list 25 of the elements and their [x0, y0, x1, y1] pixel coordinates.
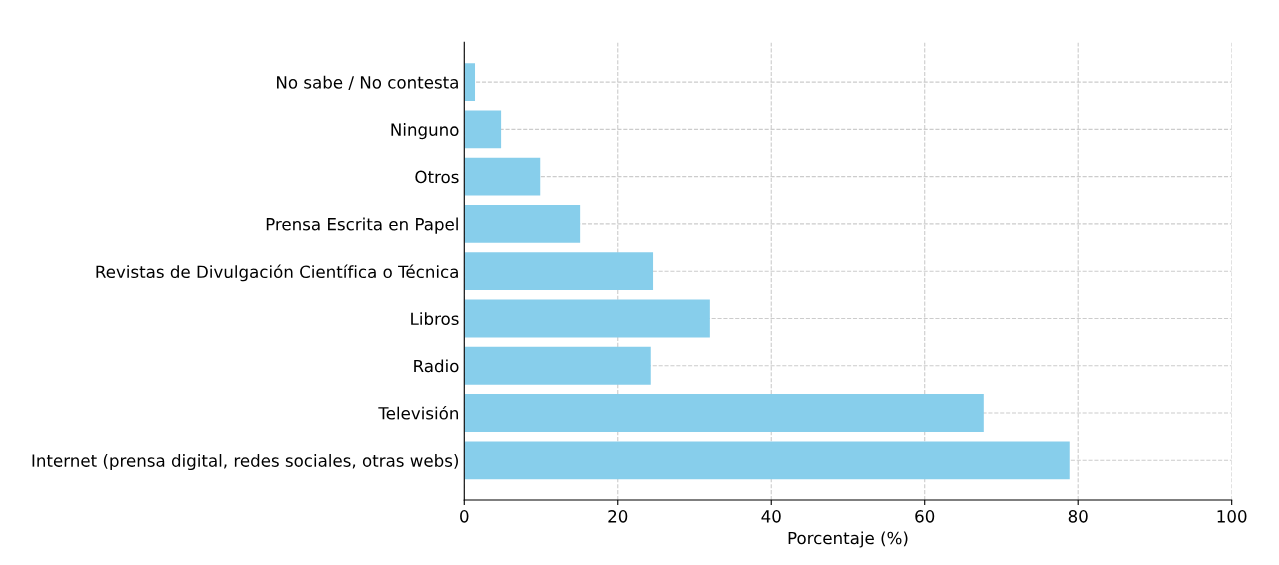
y-tick-label: Televisión [378, 406, 458, 420]
bar [464, 205, 581, 243]
x-tick-label: 40 [761, 510, 781, 523]
bar [464, 299, 710, 338]
x-tick-label: 80 [1068, 510, 1088, 523]
bar [464, 110, 502, 149]
x-tick-label: 20 [608, 510, 628, 523]
y-tick-label: Otros [415, 170, 459, 184]
x-tick-label: 0 [460, 510, 469, 523]
bar [464, 346, 651, 385]
bar [464, 252, 654, 291]
y-tick-label: Internet (prensa digital, redes sociales, otras webs) [32, 453, 458, 471]
x-tick-label: 100 [1217, 510, 1247, 523]
bar [464, 63, 476, 101]
y-tick-label: Libros [411, 312, 459, 326]
x-axis-title: Porcentaje (%) [788, 531, 908, 548]
x-tick-label: 60 [915, 510, 935, 523]
bar [464, 157, 541, 196]
y-tick-label: Revistas de Divulgación Científica o Técnica [96, 264, 458, 282]
bar [464, 394, 984, 432]
bar [464, 441, 1070, 480]
y-tick-label: No sabe / No contesta [277, 75, 458, 90]
y-tick-label: Radio [414, 359, 459, 373]
y-tick-label: Prensa Escrita en Papel [266, 217, 458, 234]
y-tick-label: Ninguno [391, 123, 459, 140]
